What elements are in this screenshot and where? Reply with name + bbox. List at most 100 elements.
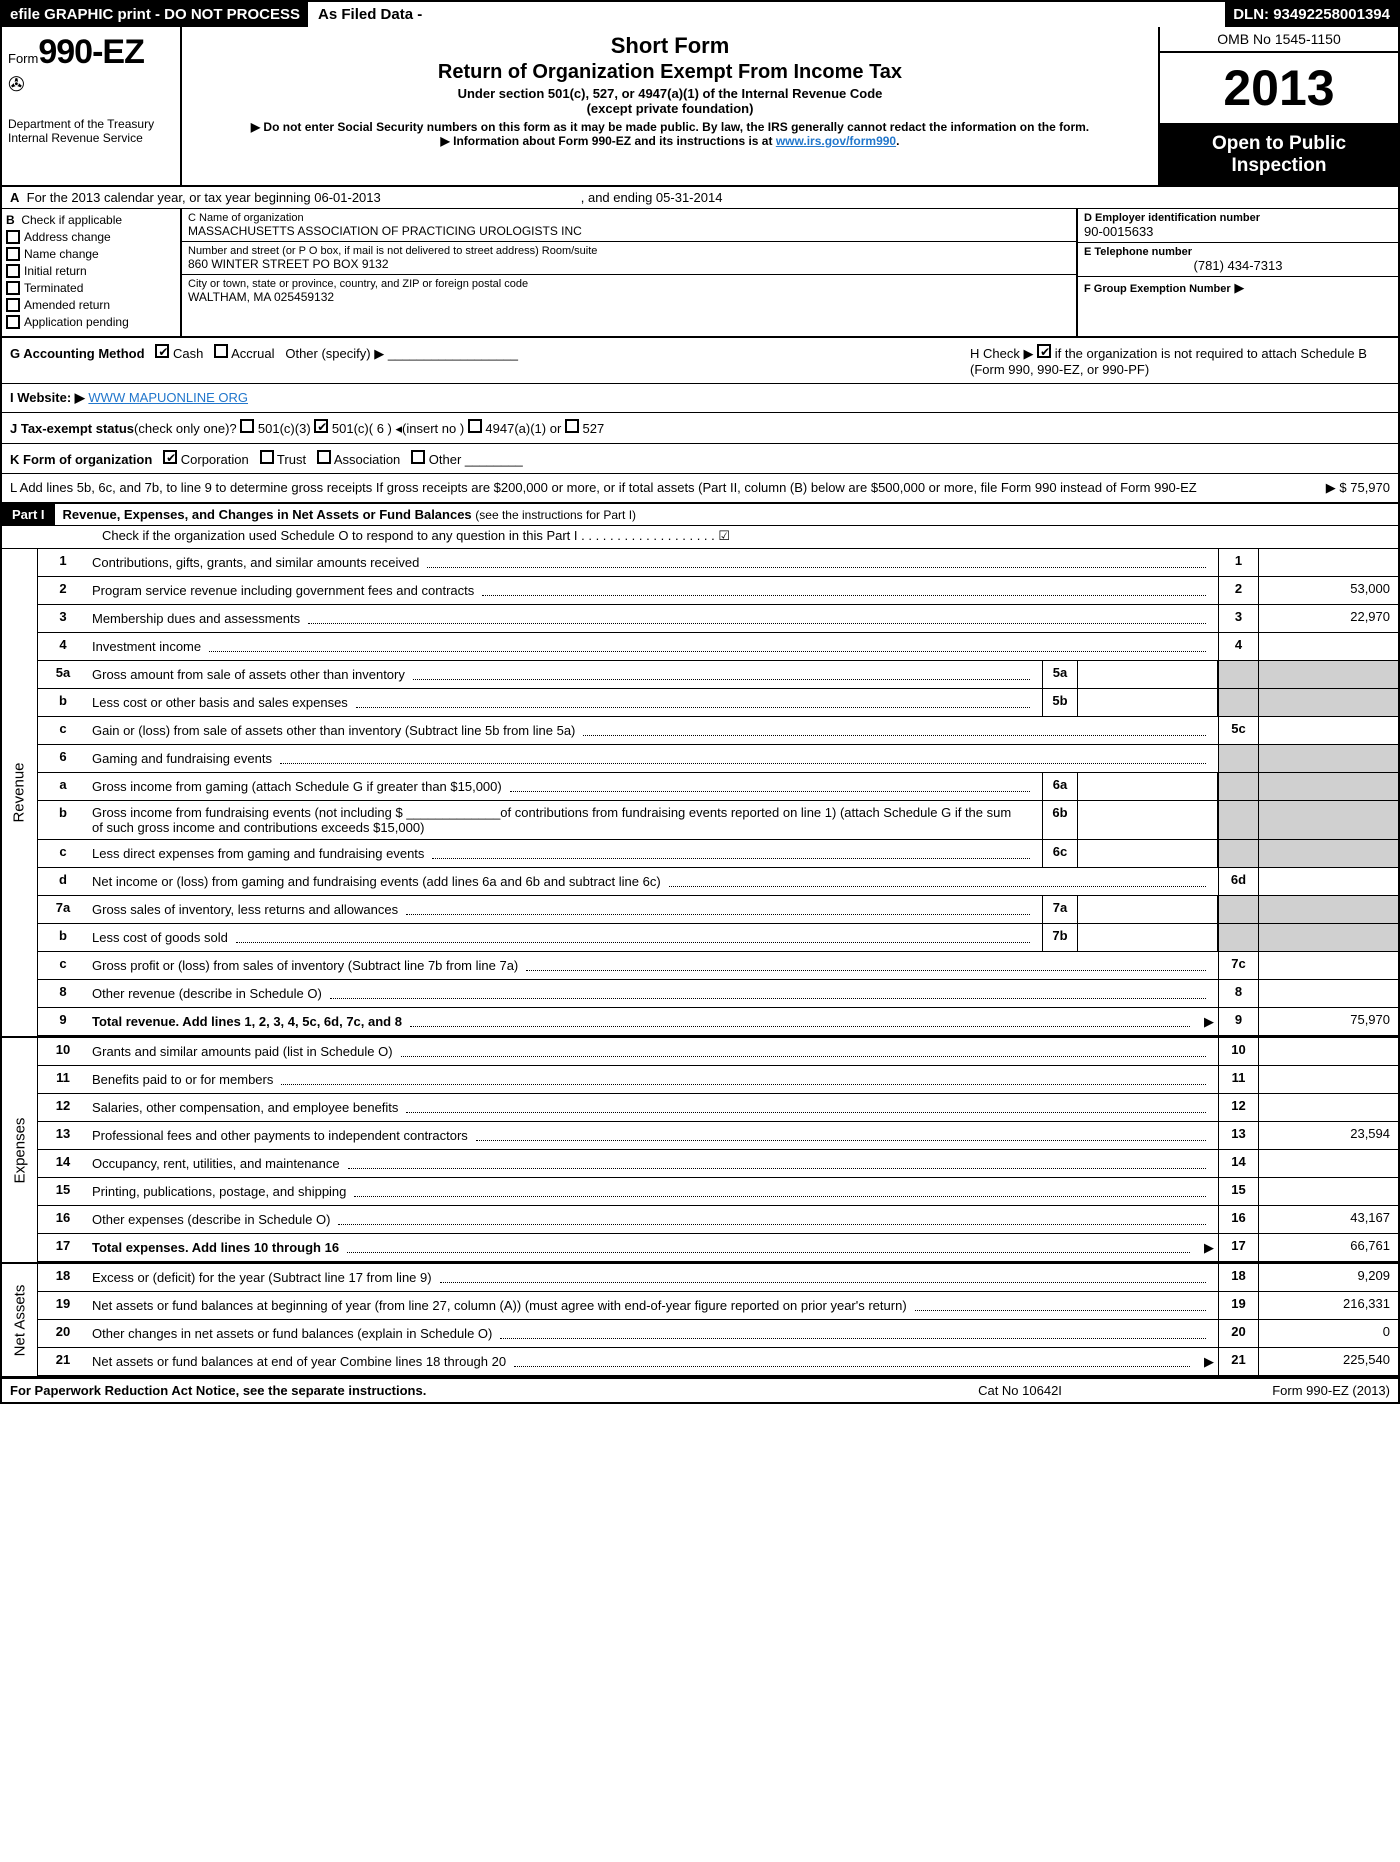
section-def: D Employer identification number 90-0015… [1078, 209, 1398, 336]
row-gh: G Accounting Method Cash Accrual Other (… [2, 338, 1398, 384]
form-header: Form990-EZ ✇ Department of the Treasury … [2, 27, 1398, 187]
right-line-num: 4 [1218, 633, 1258, 660]
part1-header: Part I Revenue, Expenses, and Changes in… [2, 504, 1398, 526]
line-number: 19 [38, 1292, 88, 1319]
right-line-num [1218, 896, 1258, 923]
cb-schedule-b[interactable] [1037, 344, 1051, 358]
tax-year: 2013 [1160, 53, 1398, 125]
right-line-val: 66,761 [1258, 1234, 1398, 1261]
line-desc: Other changes in net assets or fund bala… [88, 1320, 1218, 1347]
right-line-val: 0 [1258, 1320, 1398, 1347]
line-number: 12 [38, 1094, 88, 1121]
line-number: 18 [38, 1264, 88, 1291]
line-desc: Investment income [88, 633, 1218, 660]
expenses-label: Expenses [2, 1038, 38, 1262]
line-desc: Gross amount from sale of assets other t… [88, 661, 1042, 688]
line-number: 9 [38, 1008, 88, 1035]
line-row: 17Total expenses. Add lines 10 through 1… [38, 1234, 1398, 1262]
right-line-num: 7c [1218, 952, 1258, 979]
cb-address-change[interactable] [6, 230, 20, 244]
cb-trust[interactable] [260, 450, 274, 464]
line-desc: Less direct expenses from gaming and fun… [88, 840, 1042, 867]
org-address: 860 WINTER STREET PO BOX 9132 [188, 257, 1070, 271]
cb-cash[interactable] [155, 344, 169, 358]
short-form-title: Short Form [192, 33, 1148, 59]
line-desc: Gross income from gaming (attach Schedul… [88, 773, 1042, 800]
line-number: b [38, 801, 88, 839]
line-row: 21Net assets or fund balances at end of … [38, 1348, 1398, 1376]
line-desc: Printing, publications, postage, and shi… [88, 1178, 1218, 1205]
line-desc: Gaming and fundraising events [88, 745, 1218, 772]
cb-terminated[interactable] [6, 281, 20, 295]
line-number: 2 [38, 577, 88, 604]
revenue-label: Revenue [2, 549, 38, 1036]
right-line-val [1258, 549, 1398, 576]
cb-501c[interactable] [314, 419, 328, 433]
line-number: 3 [38, 605, 88, 632]
right-line-num: 17 [1218, 1234, 1258, 1261]
cb-application-pending[interactable] [6, 315, 20, 329]
cb-501c3[interactable] [240, 419, 254, 433]
line-row: dNet income or (loss) from gaming and fu… [38, 868, 1398, 896]
form-990ez: efile GRAPHIC print - DO NOT PROCESS As … [0, 0, 1400, 1404]
line-row: 20Other changes in net assets or fund ba… [38, 1320, 1398, 1348]
right-line-num [1218, 689, 1258, 716]
line-row: 19Net assets or fund balances at beginni… [38, 1292, 1398, 1320]
line-number: c [38, 840, 88, 867]
line-number: 5a [38, 661, 88, 688]
cb-association[interactable] [317, 450, 331, 464]
right-line-num: 19 [1218, 1292, 1258, 1319]
netassets-section: Net Assets 18Excess or (deficit) for the… [2, 1264, 1398, 1378]
form-title-block: Short Form Return of Organization Exempt… [182, 27, 1158, 185]
ein: 90-0015633 [1084, 224, 1392, 239]
cb-corporation[interactable] [163, 450, 177, 464]
mid-line-num: 7b [1042, 924, 1078, 951]
section-b: B Check if applicable Address change Nam… [2, 209, 182, 336]
row-i: I Website: ▶ WWW MAPUONLINE ORG [2, 384, 1398, 413]
form-id-block: Form990-EZ ✇ Department of the Treasury … [2, 27, 182, 185]
cb-accrual[interactable] [214, 344, 228, 358]
right-line-num [1218, 661, 1258, 688]
cb-initial-return[interactable] [6, 264, 20, 278]
mid-line-val [1078, 924, 1218, 951]
line-row: 15Printing, publications, postage, and s… [38, 1178, 1398, 1206]
line-desc: Gross profit or (loss) from sales of inv… [88, 952, 1218, 979]
mid-line-num: 6b [1042, 801, 1078, 839]
right-line-val [1258, 661, 1398, 688]
line-number: 1 [38, 549, 88, 576]
irs-link[interactable]: www.irs.gov/form990 [776, 134, 896, 148]
line-number: c [38, 717, 88, 744]
right-line-num: 21 [1218, 1348, 1258, 1375]
right-line-val: 75,970 [1258, 1008, 1398, 1035]
line-row: 14Occupancy, rent, utilities, and mainte… [38, 1150, 1398, 1178]
dept-treasury: Department of the Treasury [8, 117, 174, 131]
line-number: 21 [38, 1348, 88, 1375]
line-desc: Occupancy, rent, utilities, and maintena… [88, 1150, 1218, 1177]
cb-other-org[interactable] [411, 450, 425, 464]
right-line-num: 5c [1218, 717, 1258, 744]
right-line-val: 225,540 [1258, 1348, 1398, 1375]
cb-4947[interactable] [468, 419, 482, 433]
cb-name-change[interactable] [6, 247, 20, 261]
right-line-val [1258, 868, 1398, 895]
line-row: cLess direct expenses from gaming and fu… [38, 840, 1398, 868]
right-line-num: 16 [1218, 1206, 1258, 1233]
mid-line-val [1078, 896, 1218, 923]
section-c: C Name of organization MASSACHUSETTS ASS… [182, 209, 1078, 336]
line-row: 2Program service revenue including gover… [38, 577, 1398, 605]
right-line-val: 53,000 [1258, 577, 1398, 604]
row-k: K Form of organization Corporation Trust… [2, 444, 1398, 474]
gross-receipts: ▶ $ 75,970 [1210, 480, 1390, 496]
line-row: 3Membership dues and assessments322,970 [38, 605, 1398, 633]
cb-amended[interactable] [6, 298, 20, 312]
row-j: J Tax-exempt status(check only one)? 501… [2, 413, 1398, 444]
line-number: 15 [38, 1178, 88, 1205]
right-line-num: 2 [1218, 577, 1258, 604]
line-number: c [38, 952, 88, 979]
mid-line-val [1078, 840, 1218, 867]
line-number: 16 [38, 1206, 88, 1233]
right-line-val [1258, 980, 1398, 1007]
right-line-num [1218, 840, 1258, 867]
cb-527[interactable] [565, 419, 579, 433]
website-link[interactable]: WWW MAPUONLINE ORG [88, 390, 248, 405]
